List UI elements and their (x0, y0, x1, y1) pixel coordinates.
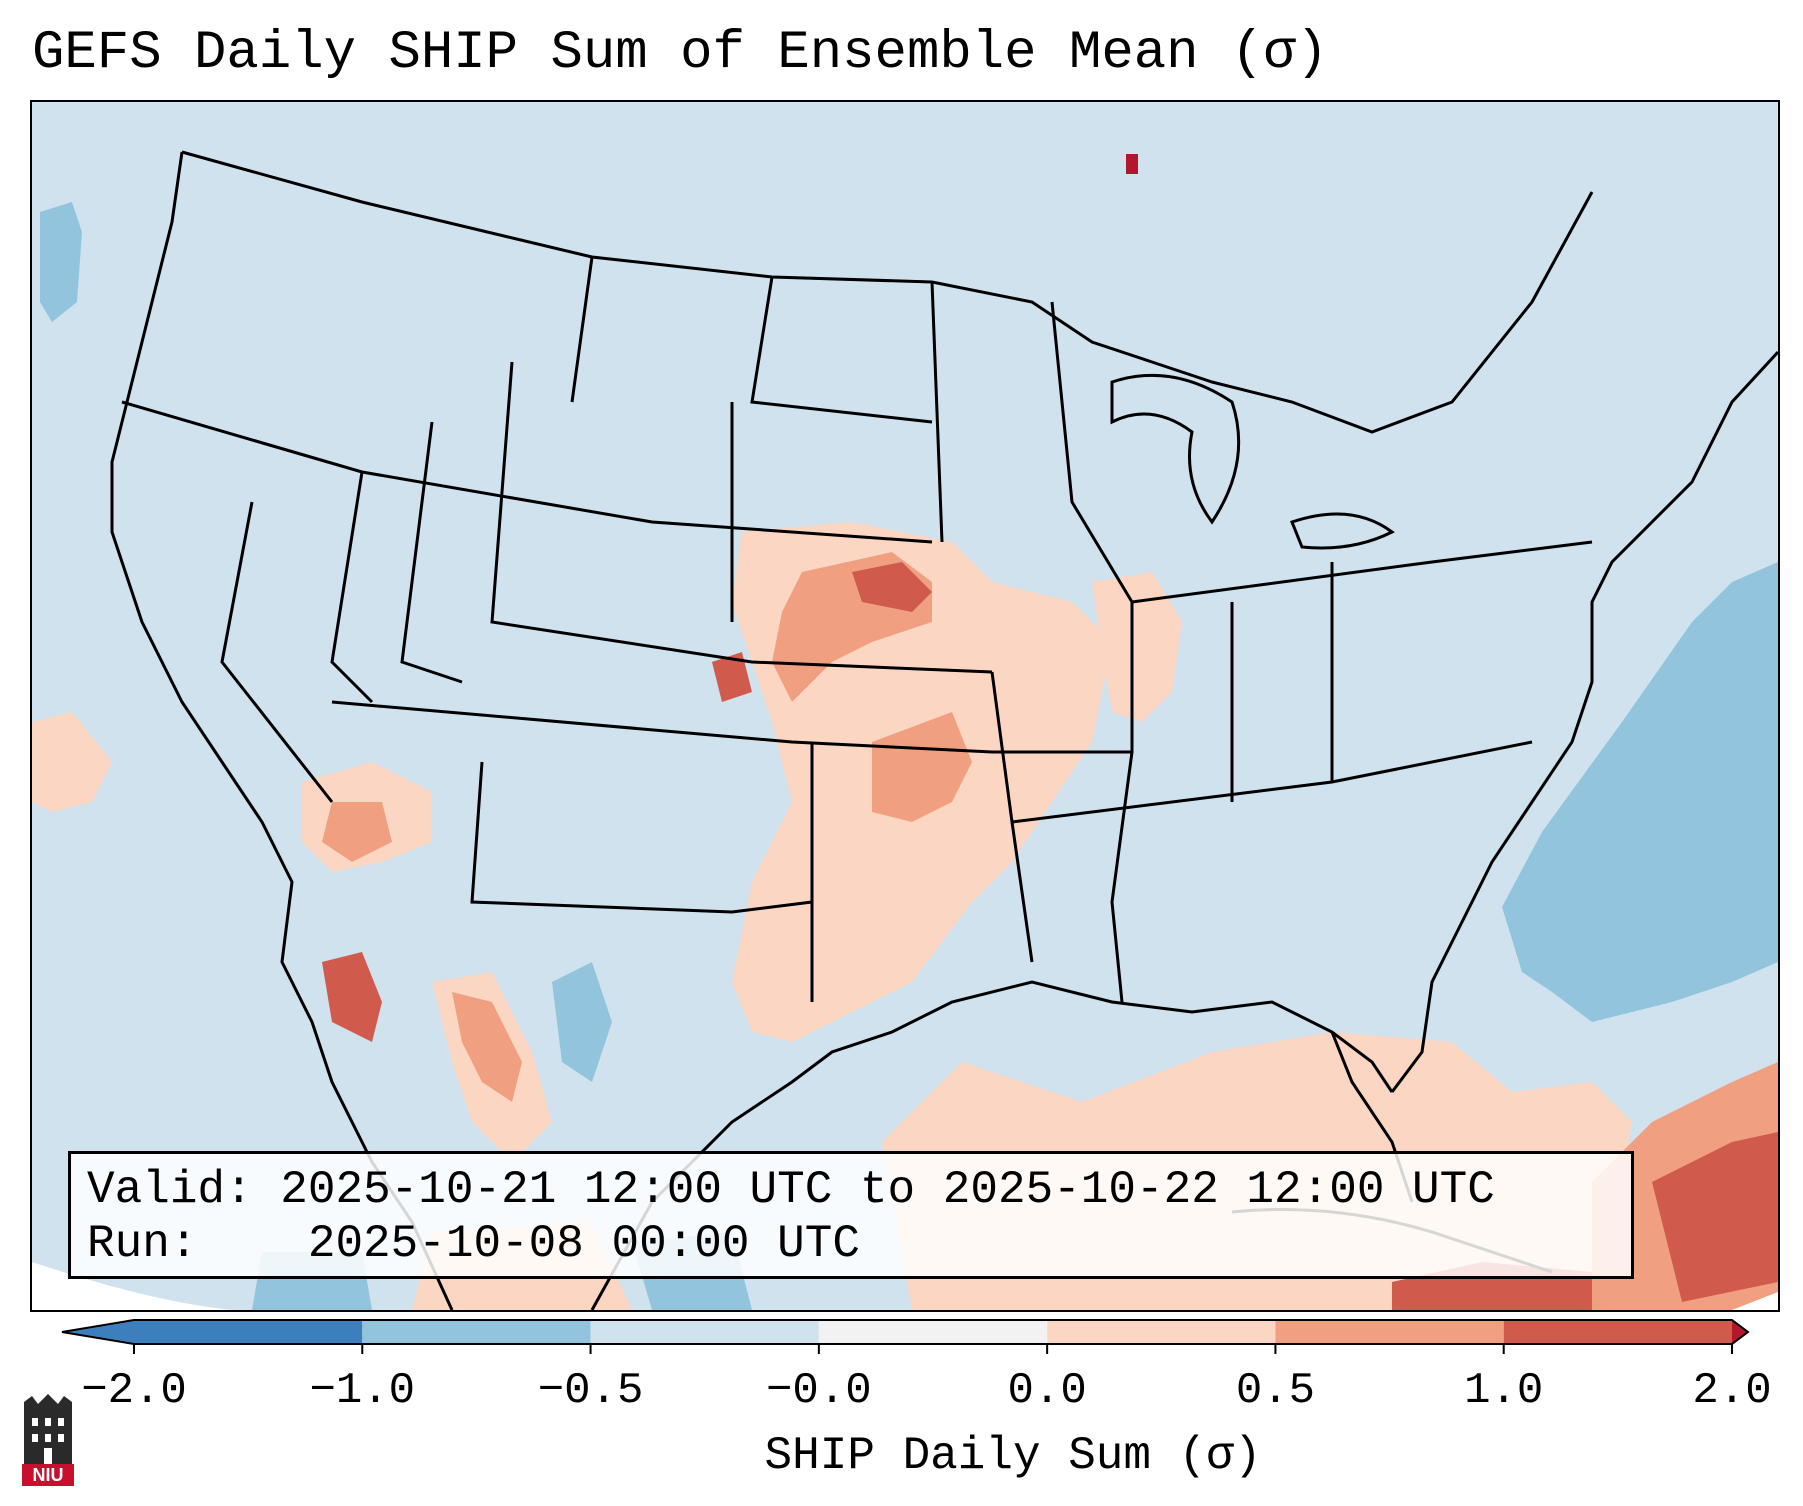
colorbar-segment (1047, 1320, 1276, 1344)
colorbar-tick-label: 1.0 (1464, 1366, 1544, 1416)
svg-text:NIU: NIU (33, 1465, 64, 1485)
valid-label: Valid: (87, 1164, 253, 1216)
colorbar-extend-high (1732, 1320, 1748, 1344)
colorbar-tick-label: 0.5 (1235, 1366, 1316, 1416)
colorbar-label: SHIP Daily Sum (σ) (764, 1430, 1262, 1482)
colorbar-segment (818, 1320, 1048, 1344)
valid-line: Valid: 2025-10-21 12:00 UTC to 2025-10-2… (87, 1164, 1495, 1216)
run-label: Run: (87, 1218, 198, 1270)
colorbar-segment (134, 1320, 363, 1344)
colorbar-segment (1503, 1320, 1732, 1344)
run-line: Run: 2025-10-08 00:00 UTC (87, 1218, 860, 1270)
colorbar-segment (362, 1320, 591, 1344)
map-canvas (32, 150, 1778, 1310)
valid-value: 2025-10-21 12:00 UTC to 2025-10-22 12:00… (280, 1164, 1495, 1216)
political-borders (110, 150, 1778, 1310)
map-panel: Valid: 2025-10-21 12:00 UTC to 2025-10-2… (30, 100, 1780, 1312)
anomaly-fields (32, 154, 1778, 1310)
colorbar-tick-label: 0.0 (1007, 1366, 1087, 1416)
colorbar-tick-label: 2.0 (1692, 1366, 1772, 1416)
colorbar-tick-label: −0.0 (766, 1366, 872, 1416)
colorbar-tick-label: −0.5 (537, 1366, 644, 1416)
niu-logo: NIU (22, 1394, 74, 1486)
colorbar-tick-label: −2.0 (81, 1366, 187, 1416)
run-value: 2025-10-08 00:00 UTC (307, 1218, 860, 1270)
colorbar-extend-low (62, 1320, 134, 1344)
colorbar (61, 1319, 1750, 1354)
colorbar-segment (590, 1320, 819, 1344)
map-title: GEFS Daily SHIP Sum of Ensemble Mean (σ) (32, 23, 1329, 84)
validity-info-box: Valid: 2025-10-21 12:00 UTC to 2025-10-2… (68, 1151, 1634, 1279)
colorbar-segment (1275, 1320, 1504, 1344)
colorbar-tick-label: −1.0 (309, 1366, 416, 1416)
